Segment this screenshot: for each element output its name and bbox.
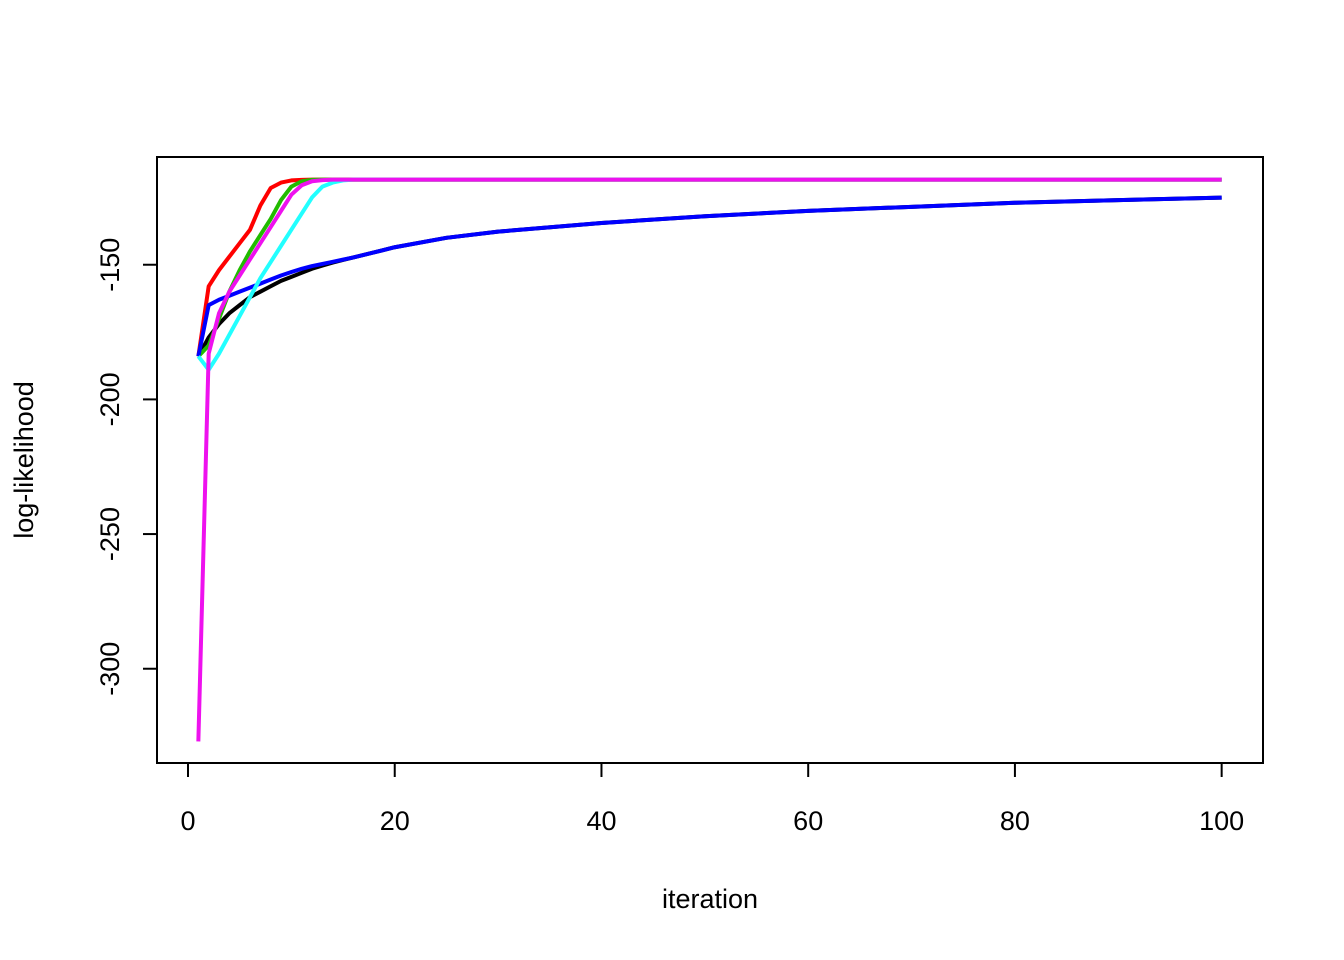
series-line: [196, 177, 1222, 372]
x-tick-label: 20: [380, 806, 410, 836]
x-tick-label: 80: [1000, 806, 1030, 836]
series-line: [196, 177, 1222, 358]
x-tick-label: 60: [793, 806, 823, 836]
y-tick-label: -200: [95, 372, 125, 426]
x-tick-label: 40: [586, 806, 616, 836]
plot-frame: [156, 156, 1264, 764]
x-tick-label: 100: [1199, 806, 1244, 836]
series-line: [196, 195, 1222, 357]
series-line: [196, 177, 1222, 357]
x-axis-label: iteration: [662, 884, 758, 914]
y-tick-label: -300: [95, 642, 125, 696]
x-tick-label: 0: [180, 806, 195, 836]
y-tick-label: -250: [95, 507, 125, 561]
series-line: [196, 195, 1222, 358]
y-axis-label: log-likelihood: [9, 381, 39, 539]
series-line: [196, 177, 1222, 742]
y-tick-label: -150: [95, 238, 125, 292]
